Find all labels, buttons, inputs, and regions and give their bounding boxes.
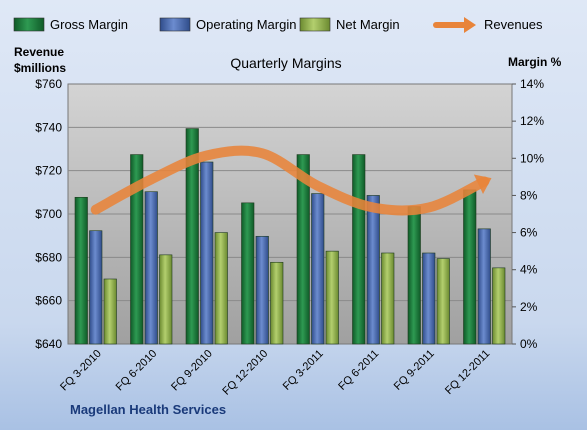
- right-tick-label: 10%: [520, 151, 544, 165]
- bar-gross-margin: [185, 128, 199, 345]
- company-name: Magellan Health Services: [70, 402, 226, 417]
- right-tick-label: 4%: [520, 263, 538, 277]
- left-axis-label-line2: $millions: [14, 61, 66, 75]
- legend-label: Gross Margin: [50, 17, 128, 32]
- bar-operating-margin: [200, 161, 214, 345]
- right-axis-label: Margin %: [508, 55, 562, 69]
- left-tick-label: $700: [35, 207, 62, 221]
- bar-operating-margin: [366, 195, 380, 345]
- left-tick-label: $660: [35, 294, 62, 308]
- legend-label: Operating Margin: [196, 17, 296, 32]
- bar-net-margin: [270, 261, 284, 345]
- bar-operating-margin: [144, 191, 158, 345]
- bar-operating-margin: [422, 252, 436, 345]
- legend: Gross Margin Operating Margin Net Margin Re…: [13, 17, 543, 33]
- bar-gross-margin: [407, 206, 421, 345]
- legend-swatch-net-margin: [299, 17, 331, 32]
- bar-operating-margin: [89, 230, 103, 345]
- left-tick-label: $760: [35, 77, 62, 91]
- left-tick-label: $680: [35, 250, 62, 264]
- chart-title: Quarterly Margins: [230, 55, 341, 71]
- legend-swatch-operating-margin: [159, 17, 191, 32]
- bar-net-margin: [381, 252, 395, 345]
- bar-gross-margin: [241, 202, 255, 345]
- legend-arrow-icon: [464, 17, 476, 33]
- left-tick-label: $640: [35, 337, 62, 351]
- right-tick-label: 6%: [520, 226, 538, 240]
- revenue-line: [90, 145, 490, 216]
- bar-gross-margin: [352, 154, 366, 345]
- bar-operating-margin: [255, 235, 269, 345]
- bar-net-margin: [325, 250, 339, 345]
- legend-label: Revenues: [484, 17, 543, 32]
- right-tick-label: 0%: [520, 337, 538, 351]
- bar-gross-margin: [74, 196, 88, 345]
- legend-swatch-gross-margin: [13, 17, 45, 32]
- bar-net-margin: [492, 267, 506, 345]
- bars: [74, 128, 506, 345]
- left-tick-label: $720: [35, 164, 62, 178]
- revenue-line-layer: [90, 145, 492, 216]
- bar-operating-margin: [311, 193, 325, 345]
- left-axis-label-line1: Revenue: [14, 45, 64, 59]
- bar-operating-margin: [477, 228, 491, 345]
- right-tick-label: 8%: [520, 188, 538, 202]
- revenue-arrowhead: [473, 174, 492, 194]
- bar-gross-margin: [463, 189, 477, 345]
- bar-net-margin: [436, 258, 450, 345]
- bar-net-margin: [214, 232, 228, 345]
- bar-gross-margin: [296, 154, 310, 345]
- right-tick-label: 14%: [520, 77, 544, 91]
- legend-label: Net Margin: [336, 17, 400, 32]
- right-tick-label: 12%: [520, 114, 544, 128]
- bar-net-margin: [103, 278, 117, 345]
- bar-gross-margin: [130, 154, 144, 345]
- left-tick-label: $740: [35, 120, 62, 134]
- bar-net-margin: [159, 254, 173, 345]
- right-tick-label: 2%: [520, 300, 538, 314]
